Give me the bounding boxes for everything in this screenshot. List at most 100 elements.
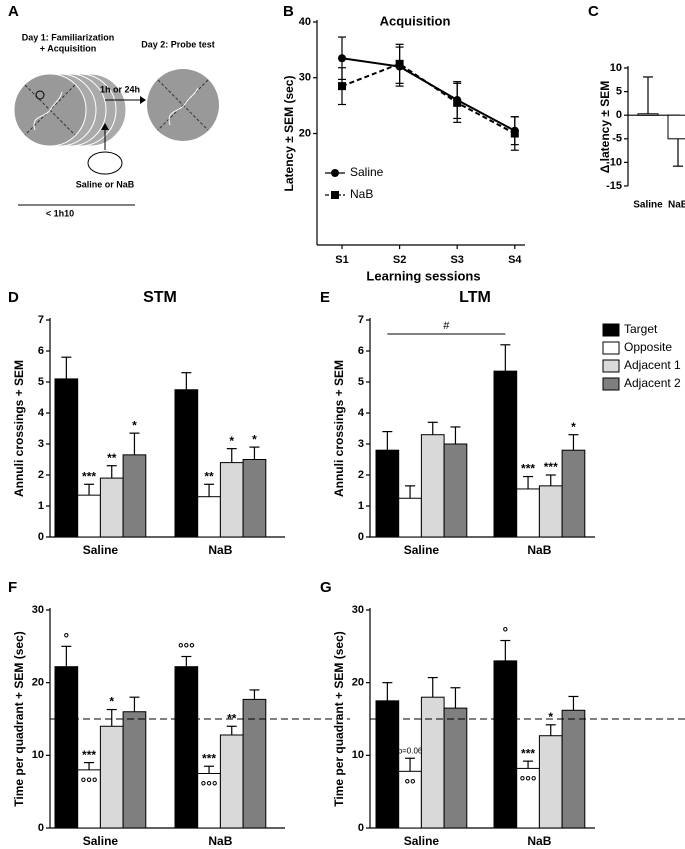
- panel-letter: D: [8, 289, 19, 306]
- bar: [398, 497, 422, 538]
- significance: **: [227, 711, 237, 725]
- bar: [174, 389, 199, 538]
- bar: [99, 477, 124, 538]
- error-bar: [84, 761, 95, 770]
- error-bar: [500, 639, 511, 661]
- bar: [561, 709, 586, 829]
- marker: [395, 59, 404, 68]
- y-tick-label: 7: [38, 314, 44, 326]
- x-tick-label: NaB: [668, 200, 685, 211]
- legend-swatch: [602, 341, 620, 355]
- swim-path: [168, 87, 199, 126]
- y-tick-label: 5: [358, 376, 364, 388]
- significance: p=0.06: [398, 746, 423, 755]
- legend-label: Saline: [350, 165, 384, 179]
- series-line: [341, 57, 516, 132]
- significance: ***: [544, 460, 558, 474]
- y-tick-label: 0: [358, 531, 364, 543]
- panel-letter: C: [588, 3, 599, 20]
- panel-letter: G: [320, 579, 332, 596]
- y-tick-label: 6: [38, 345, 44, 357]
- swim-path: [33, 91, 63, 131]
- error-bar: [673, 138, 683, 167]
- label: 1h or 24h: [100, 84, 140, 94]
- y-tick-label: 20: [352, 677, 364, 689]
- y-tick-label: 2: [358, 469, 364, 481]
- y-tick-label: 0: [358, 822, 364, 834]
- significance: ***: [82, 748, 96, 762]
- y-axis-label: Δ latency ± SEM: [598, 81, 612, 174]
- panel-letter: E: [320, 289, 330, 306]
- divider: [157, 79, 209, 131]
- y-tick-label: 0: [616, 109, 622, 121]
- chart-title: STM: [143, 289, 177, 306]
- y-axis-label: Time per quadrant + SEM (sec): [332, 631, 346, 807]
- y-axis-label: Annuli crossings + SEM: [12, 360, 26, 497]
- legend-label: NaB: [350, 187, 373, 201]
- y-tick-label: 30: [299, 72, 311, 84]
- bar: [538, 735, 563, 829]
- significance: *: [132, 418, 137, 432]
- y-tick-label: 5: [38, 376, 44, 388]
- panel-letter: B: [283, 3, 294, 20]
- circle-significance: °: [64, 630, 70, 646]
- error-bar: [568, 695, 579, 711]
- bar: [219, 462, 244, 538]
- bar: [122, 454, 147, 538]
- x-tick-label: NaB: [527, 543, 551, 557]
- y-tick-label: 10: [610, 62, 622, 74]
- bar: [516, 488, 540, 538]
- label: Day 1: Familiarization: [22, 32, 115, 42]
- significance: *: [109, 695, 114, 709]
- legend-label: Adjacent 2: [624, 376, 681, 390]
- y-tick-label: 4: [38, 407, 45, 419]
- significance: *: [548, 710, 553, 724]
- error-bar: [545, 724, 556, 736]
- error-bar: [500, 344, 511, 372]
- x-tick-label: NaB: [208, 543, 232, 557]
- error-bar: [545, 474, 556, 486]
- error-bar: [568, 434, 579, 451]
- brain: [87, 151, 123, 175]
- error-bar: [204, 765, 215, 774]
- x-tick-label: NaB: [527, 834, 551, 848]
- y-tick-label: 3: [358, 438, 364, 450]
- panel-letter: A: [8, 3, 19, 20]
- error-bar: [61, 356, 72, 379]
- x-tick-label: S1: [335, 254, 348, 266]
- y-tick-label: 5: [616, 86, 622, 98]
- error-bar: [249, 689, 260, 700]
- bar: [122, 711, 147, 829]
- bar: [54, 666, 79, 829]
- error-bar: [181, 655, 192, 667]
- bar: [77, 494, 101, 538]
- x-tick-label: Saline: [83, 543, 119, 557]
- y-tick-label: 6: [358, 345, 364, 357]
- error-bar: [106, 708, 117, 727]
- bar: [443, 443, 468, 538]
- error-bar: [427, 676, 438, 698]
- legend-swatch: [602, 359, 620, 373]
- circle-significance: °°°: [201, 778, 218, 794]
- error-bar: [106, 465, 117, 479]
- error-bar: [450, 687, 461, 709]
- x-tick-label: Saline: [83, 834, 119, 848]
- bar: [54, 378, 79, 538]
- y-tick-label: 1: [358, 500, 364, 512]
- error-bar: [523, 475, 534, 489]
- x-tick-label: S4: [508, 254, 522, 266]
- error-bar: [249, 446, 260, 460]
- x-tick-label: Saline: [404, 543, 440, 557]
- y-tick-label: 1: [38, 500, 44, 512]
- significance: ***: [521, 746, 535, 760]
- significance: ***: [521, 462, 535, 476]
- x-tick-label: Saline: [404, 834, 440, 848]
- error-bar: [450, 426, 461, 444]
- arrow-head: [140, 96, 146, 104]
- significance: **: [204, 469, 214, 483]
- error-bar: [382, 431, 393, 451]
- arrow-head: [101, 123, 109, 130]
- bar: [219, 734, 244, 829]
- circle-significance: °°°: [178, 640, 195, 656]
- x-tick-label: Saline: [633, 200, 663, 211]
